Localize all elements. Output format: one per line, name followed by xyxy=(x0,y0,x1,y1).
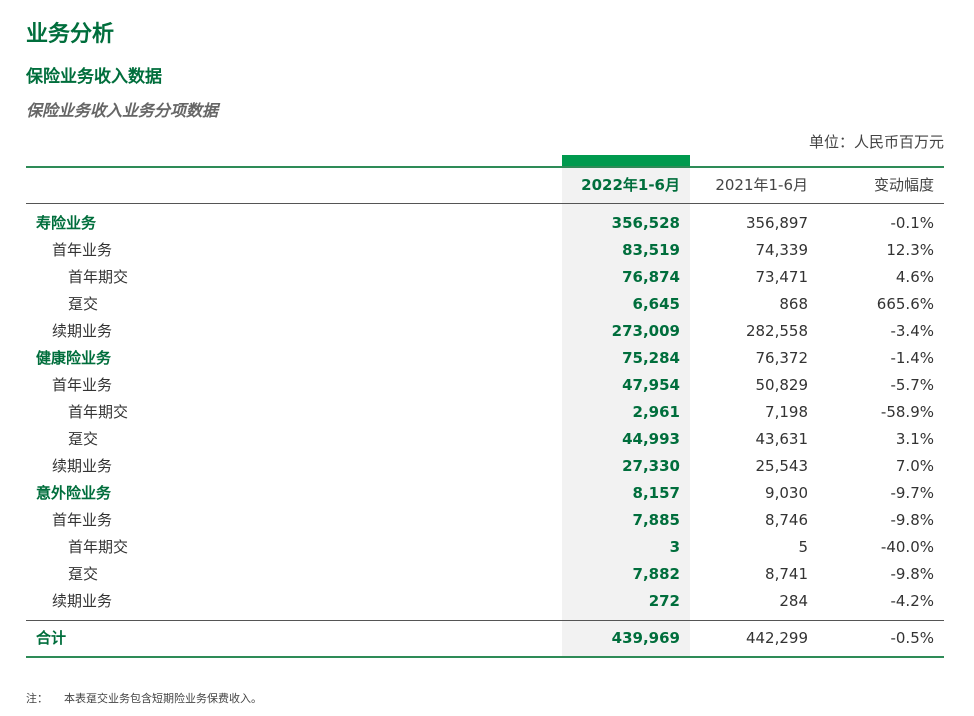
cell-change: -4.2% xyxy=(890,592,934,610)
cell-change: 7.0% xyxy=(895,457,934,475)
cell-change: -1.4% xyxy=(890,349,934,367)
current-period-header-bar xyxy=(562,155,690,166)
section-title: 保险业务收入数据 xyxy=(26,67,162,87)
cell-2022: 2,961 xyxy=(632,403,680,421)
cell-2021: 76,372 xyxy=(755,349,809,367)
row-label: 健康险业务 xyxy=(36,349,112,367)
cell-2021: 74,339 xyxy=(755,241,809,259)
table-body: 寿险业务 356,528 356,897 -0.1% 首年业务 83,519 74,339 1… xyxy=(26,210,944,615)
cell-2022: 76,874 xyxy=(622,268,680,286)
cell-2021: 8,741 xyxy=(765,565,808,583)
table-row: 首年期交 76,874 73,471 4.6% xyxy=(26,264,944,291)
row-label: 首年期交 xyxy=(68,268,129,286)
cell-2021: 25,543 xyxy=(755,457,809,475)
table-row: 首年业务 7,885 8,746 -9.8% xyxy=(26,507,944,534)
row-label: 续期业务 xyxy=(52,457,113,475)
cell-2022: 3 xyxy=(669,538,680,556)
table-row: 续期业务 272 284 -4.2% xyxy=(26,588,944,615)
table-title: 保险业务收入业务分项数据 xyxy=(26,101,219,120)
cell-2021: 282,558 xyxy=(745,322,808,340)
row-label: 首年业务 xyxy=(52,376,113,394)
cell-change: -58.9% xyxy=(880,403,934,421)
footnote-text: 本表趸交业务包含短期险业务保费收入。 xyxy=(64,692,262,705)
table-row: 首年业务 83,519 74,339 12.3% xyxy=(26,237,944,264)
cell-2021: 50,829 xyxy=(755,376,809,394)
current-period-column-highlight xyxy=(562,155,690,657)
cell-change: -9.8% xyxy=(890,565,934,583)
table-bottom-rule xyxy=(26,656,944,658)
unit-label: 单位：人民币百万元 xyxy=(808,133,944,151)
cell-2022: 6,645 xyxy=(632,295,680,313)
cell-change: -9.7% xyxy=(890,484,934,502)
table-row: 首年期交 2,961 7,198 -58.9% xyxy=(26,399,944,426)
cell-2022: 27,330 xyxy=(622,457,680,475)
total-row: 合计 439,969 442,299 -0.5% xyxy=(26,621,944,656)
table-row: 意外险业务 8,157 9,030 -9.7% xyxy=(26,480,944,507)
row-label: 寿险业务 xyxy=(36,214,97,232)
cell-2021: 356,897 xyxy=(745,214,808,232)
cell-2021: 9,030 xyxy=(765,484,808,502)
cell-2022: 83,519 xyxy=(622,241,680,259)
cell-2021: 8,746 xyxy=(765,511,808,529)
cell-2022: 44,993 xyxy=(622,430,680,448)
table-row: 首年期交 3 5 -40.0% xyxy=(26,534,944,561)
footnote: 注： 本表趸交业务包含短期险业务保费收入。 xyxy=(26,690,262,706)
cell-2021: 43,631 xyxy=(755,430,809,448)
row-label: 续期业务 xyxy=(52,322,113,340)
row-label: 首年业务 xyxy=(52,511,113,529)
header-2022: 2022年1-6月 xyxy=(581,176,680,194)
cell-2021: 7,198 xyxy=(765,403,808,421)
table-header: 2022年1-6月 2021年1-6月 变动幅度 xyxy=(26,168,944,203)
table-row: 续期业务 27,330 25,543 7.0% xyxy=(26,453,944,480)
cell-2022: 75,284 xyxy=(622,349,680,367)
cell-change: -9.8% xyxy=(890,511,934,529)
footnote-prefix: 注： xyxy=(26,692,48,705)
cell-change: 3.1% xyxy=(895,430,934,448)
cell-2021: 868 xyxy=(779,295,808,313)
cell-change: -5.7% xyxy=(890,376,934,394)
row-label: 续期业务 xyxy=(52,592,113,610)
cell-change: 12.3% xyxy=(886,241,934,259)
total-rule xyxy=(26,620,944,621)
total-2021: 442,299 xyxy=(745,629,808,647)
header-rule xyxy=(26,203,944,204)
cell-2021: 73,471 xyxy=(755,268,809,286)
table-row: 趸交 7,882 8,741 -9.8% xyxy=(26,561,944,588)
table-row: 寿险业务 356,528 356,897 -0.1% xyxy=(26,210,944,237)
table-row: 续期业务 273,009 282,558 -3.4% xyxy=(26,318,944,345)
table-row: 健康险业务 75,284 76,372 -1.4% xyxy=(26,345,944,372)
cell-change: 665.6% xyxy=(876,295,934,313)
row-label: 趸交 xyxy=(68,430,99,448)
table-row: 趸交 6,645 868 665.6% xyxy=(26,291,944,318)
cell-2022: 7,885 xyxy=(632,511,680,529)
total-label: 合计 xyxy=(36,629,67,647)
header-change: 变动幅度 xyxy=(873,176,934,194)
cell-change: -40.0% xyxy=(880,538,934,556)
cell-2022: 7,882 xyxy=(632,565,680,583)
table-row: 趸交 44,993 43,631 3.1% xyxy=(26,426,944,453)
cell-2022: 356,528 xyxy=(611,214,680,232)
table-row: 首年业务 47,954 50,829 -5.7% xyxy=(26,372,944,399)
cell-2022: 273,009 xyxy=(611,322,680,340)
cell-2022: 47,954 xyxy=(622,376,680,394)
cell-change: -3.4% xyxy=(890,322,934,340)
row-label: 首年业务 xyxy=(52,241,113,259)
row-label: 首年期交 xyxy=(68,403,129,421)
header-2021: 2021年1-6月 xyxy=(715,176,808,194)
row-label: 首年期交 xyxy=(68,538,129,556)
cell-2021: 284 xyxy=(779,592,808,610)
cell-change: 4.6% xyxy=(895,268,934,286)
cell-2021: 5 xyxy=(798,538,808,556)
cell-change: -0.1% xyxy=(890,214,934,232)
table-top-rule xyxy=(26,166,944,168)
total-2022: 439,969 xyxy=(611,629,680,647)
row-label: 意外险业务 xyxy=(36,484,112,502)
cell-2022: 272 xyxy=(648,592,680,610)
page-title: 业务分析 xyxy=(26,22,115,47)
row-label: 趸交 xyxy=(68,565,99,583)
cell-2022: 8,157 xyxy=(632,484,680,502)
total-change: -0.5% xyxy=(890,629,934,647)
row-label: 趸交 xyxy=(68,295,99,313)
